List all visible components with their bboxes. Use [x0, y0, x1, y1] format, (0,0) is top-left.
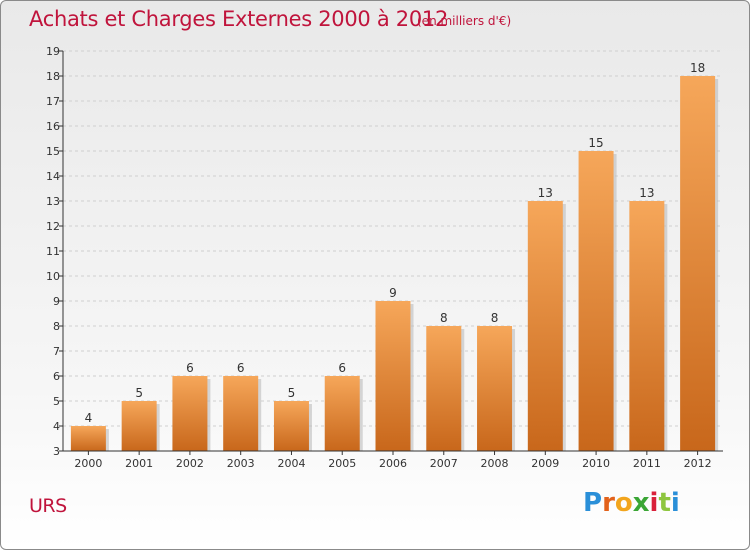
- y-tick-label: 13: [46, 195, 60, 208]
- y-tick-label: 17: [46, 95, 60, 108]
- y-tick-label: 9: [53, 295, 60, 308]
- x-tick-label: 2008: [481, 457, 509, 470]
- y-tick-label: 16: [46, 120, 60, 133]
- chart-subtitle: (en milliers d'€): [417, 14, 512, 28]
- bar-2002: [172, 376, 208, 451]
- x-tick-label: 2011: [633, 457, 661, 470]
- data-label: 4: [85, 411, 93, 425]
- x-tick-label: 2006: [379, 457, 407, 470]
- bar-2006: [375, 301, 411, 451]
- logo-letter: r: [602, 488, 615, 518]
- data-label: 18: [690, 61, 705, 75]
- labels: 4 5 6 6 5 6 9 8 8 13 15 13 18: [85, 61, 706, 425]
- bar-2004: [273, 401, 309, 451]
- bar-2005: [324, 376, 360, 451]
- x-tick-label: 2004: [277, 457, 305, 470]
- logo-letter: o: [614, 488, 633, 518]
- data-label: 13: [639, 186, 654, 200]
- bar-2003: [223, 376, 259, 451]
- data-label: 6: [338, 361, 346, 375]
- data-label: 8: [491, 311, 499, 325]
- data-label: 9: [389, 286, 397, 300]
- y-tick-label: 5: [53, 395, 60, 408]
- x-tick-label: 2005: [328, 457, 356, 470]
- bar-2009: [527, 201, 563, 451]
- y-tick-label: 18: [46, 70, 60, 83]
- y-tick-label: 19: [46, 45, 60, 58]
- data-label: 13: [538, 186, 553, 200]
- bar-2012: [680, 76, 716, 451]
- x-tick-label: 2003: [227, 457, 255, 470]
- axes: 3 4 5 6 7 8 9 10 11 12 13 14 15 16 17 18 19 2000 2001 2002 2…: [46, 45, 723, 470]
- logo-letter: P: [583, 488, 603, 518]
- bar-2000: [70, 426, 106, 451]
- commune-name: URS: [29, 495, 67, 517]
- bar-2007: [426, 326, 462, 451]
- x-tick-label: 2009: [531, 457, 559, 470]
- y-tick-label: 3: [53, 445, 60, 458]
- x-tick-label: 2001: [125, 457, 153, 470]
- y-tick-label: 15: [46, 145, 60, 158]
- bar-2010: [578, 151, 614, 451]
- logo-letter: i: [649, 488, 659, 518]
- logo-letter: t: [658, 488, 671, 518]
- bar-2008: [477, 326, 513, 451]
- logo-letter: x: [632, 488, 650, 518]
- x-tick-label: 2002: [176, 457, 204, 470]
- y-tick-label: 14: [46, 170, 60, 183]
- y-tick-label: 8: [53, 320, 60, 333]
- y-tick-label: 12: [46, 220, 60, 233]
- y-tick-label: 10: [46, 270, 60, 283]
- x-tick-label: 2012: [684, 457, 712, 470]
- x-tick-label: 2010: [582, 457, 610, 470]
- y-tick-label: 11: [46, 245, 60, 258]
- x-tick-label: 2007: [430, 457, 458, 470]
- data-label: 5: [135, 386, 143, 400]
- bar-2011: [629, 201, 665, 451]
- logo-letter: i: [670, 488, 680, 518]
- data-label: 6: [237, 361, 245, 375]
- proxiti-logo: Proxiti: [583, 488, 680, 518]
- bar-2001: [121, 401, 157, 451]
- data-label: 8: [440, 311, 448, 325]
- x-tick-label: 2000: [74, 457, 102, 470]
- y-tick-label: 4: [53, 420, 60, 433]
- y-tick-label: 6: [53, 370, 60, 383]
- chart-title: Achats et Charges Externes 2000 à 2012: [29, 7, 449, 31]
- bars: [70, 76, 719, 451]
- data-label: 6: [186, 361, 194, 375]
- y-tick-label: 7: [53, 345, 60, 358]
- data-label: 5: [288, 386, 296, 400]
- data-label: 15: [588, 136, 603, 150]
